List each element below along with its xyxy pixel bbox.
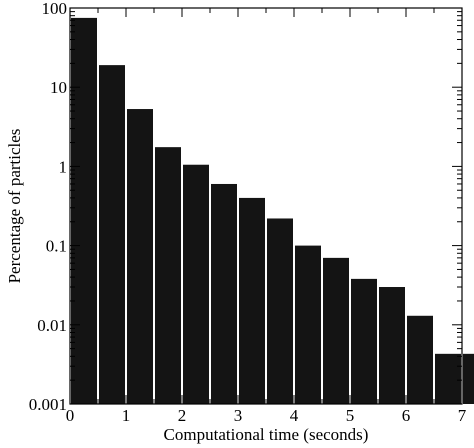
bar bbox=[435, 353, 461, 404]
x-tick-label: 0 bbox=[66, 406, 75, 425]
bar bbox=[379, 287, 405, 404]
bar bbox=[155, 147, 181, 405]
bar bbox=[295, 245, 321, 404]
y-tick-label: 10 bbox=[50, 78, 67, 97]
tick-labels-group: 0 1 2 3 4 5 6 7 0.001 0.01 0.1 1 10 100 bbox=[29, 0, 467, 425]
bar bbox=[183, 164, 209, 404]
bar bbox=[239, 197, 265, 404]
bar bbox=[211, 183, 237, 404]
bar bbox=[267, 218, 293, 404]
y-axis-title: Percentage of particles bbox=[5, 129, 24, 284]
x-tick-label: 5 bbox=[346, 406, 355, 425]
bars-group bbox=[71, 17, 474, 405]
bar bbox=[407, 315, 433, 404]
bar bbox=[127, 109, 153, 404]
bar bbox=[71, 17, 97, 405]
x-tick-label: 2 bbox=[178, 406, 187, 425]
bar bbox=[463, 353, 474, 404]
x-tick-label: 6 bbox=[402, 406, 411, 425]
y-tick-label: 100 bbox=[42, 0, 68, 18]
x-tick-label: 1 bbox=[122, 406, 131, 425]
y-tick-label: 0.1 bbox=[46, 237, 67, 256]
x-tick-label: 4 bbox=[290, 406, 299, 425]
bar bbox=[99, 65, 125, 404]
x-axis-title: Computational time (seconds) bbox=[164, 425, 369, 444]
x-tick-label: 7 bbox=[458, 406, 467, 425]
bar bbox=[323, 257, 349, 404]
x-tick-label: 3 bbox=[234, 406, 243, 425]
ticks-group bbox=[69, 7, 463, 405]
bar bbox=[351, 278, 377, 404]
y-tick-label: 0.01 bbox=[37, 316, 67, 335]
y-tick-label: 0.001 bbox=[29, 395, 67, 414]
y-tick-label: 1 bbox=[59, 157, 68, 176]
